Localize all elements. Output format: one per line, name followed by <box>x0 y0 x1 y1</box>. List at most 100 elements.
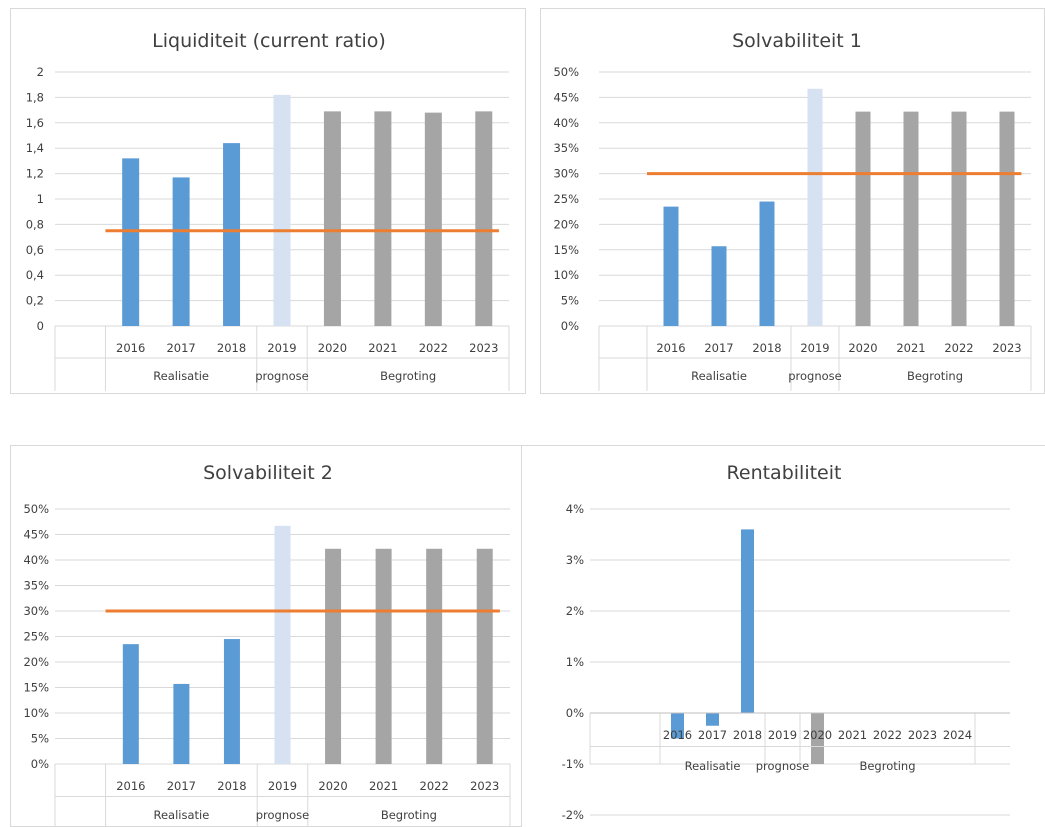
y-tick-label: 3% <box>566 553 584 567</box>
chart-title: Liquiditeit (current ratio) <box>152 30 386 52</box>
y-tick-label: 40% <box>23 553 49 567</box>
x-group-label: Begroting <box>381 808 437 822</box>
bar-2021 <box>375 548 392 764</box>
chart-svg: Solvabiliteit 1 0% 5% 10% 15% 20% 25% 30% 35% 40%… <box>553 30 1032 391</box>
y-tick-label: 50% <box>553 65 579 79</box>
y-tick-label: 0% <box>31 757 49 771</box>
bar-2019 <box>274 525 291 764</box>
x-tick-label: 2016 <box>656 341 685 355</box>
y-tick-label: 1 <box>37 192 44 206</box>
x-group-label: Realisatie <box>691 369 747 383</box>
x-group-label: Realisatie <box>153 808 209 822</box>
x-group-label: Begroting <box>907 369 963 383</box>
x-tick-label: 2018 <box>217 779 246 793</box>
x-group-label: Realisatie <box>153 369 209 383</box>
y-tick-label: 5% <box>31 732 49 746</box>
y-tick-label: 5% <box>561 294 579 308</box>
y-tick-label: 0,4 <box>26 268 44 282</box>
y-tick-label: 1,8 <box>26 90 44 104</box>
x-tick-label: 2018 <box>217 341 246 355</box>
chart-title: Rentabiliteit <box>727 462 842 484</box>
x-group-label: Begroting <box>380 369 436 383</box>
x-tick-label: 2019 <box>800 341 829 355</box>
bar-2018 <box>223 639 240 764</box>
y-tick-label: 20% <box>23 655 49 669</box>
bar-2019 <box>807 88 823 326</box>
bar-2023 <box>999 111 1015 327</box>
bar-2022 <box>951 111 967 327</box>
x-tick-label: 2017 <box>167 779 196 793</box>
bar-2020 <box>855 111 871 327</box>
bar-2017 <box>706 713 719 726</box>
x-tick-label: 2020 <box>318 779 347 793</box>
x-tick-label: 2020 <box>848 341 877 355</box>
bar-2016 <box>122 158 140 326</box>
bar-2023 <box>475 111 493 327</box>
x-tick-label: 2021 <box>368 341 397 355</box>
x-tick-label: 2018 <box>752 341 781 355</box>
x-tick-label: 2023 <box>908 728 937 742</box>
chart-svg: Solvabiliteit 2 0% 5% 10% 15% 20% 25% 30% 35% 40%… <box>23 462 511 826</box>
x-tick-label: 2017 <box>698 728 727 742</box>
chart-panel-solvabiliteit-2: Solvabiliteit 2 0% 5% 10% 15% 20% 25% 30% 35% 40%… <box>10 445 524 827</box>
y-tick-label: 0% <box>561 319 579 333</box>
bar-2016 <box>671 713 684 739</box>
x-tick-label: 2021 <box>369 779 398 793</box>
x-group-label: prognose <box>256 808 310 822</box>
y-tick-label: 30% <box>553 167 579 181</box>
x-tick-label: 2022 <box>419 341 448 355</box>
x-tick-label: 2016 <box>663 728 692 742</box>
x-tick-label: 2016 <box>116 779 145 793</box>
x-tick-label: 2017 <box>166 341 195 355</box>
bar-2018 <box>223 143 241 326</box>
bar-2017 <box>711 246 727 326</box>
chart-svg: Rentabiliteit -2% -1% 0% 1% 2% 3% 4% 2016 2017 201… <box>562 462 1010 822</box>
x-group-label: Begroting <box>859 759 915 773</box>
y-tick-label: 15% <box>553 243 579 257</box>
x-tick-label: 2019 <box>768 728 797 742</box>
y-tick-label: 40% <box>553 116 579 130</box>
chart-title: Solvabiliteit 1 <box>732 30 862 52</box>
x-tick-label: 2018 <box>733 728 762 742</box>
y-tick-label: 25% <box>23 630 49 644</box>
x-tick-label: 2016 <box>116 341 145 355</box>
bar-2017 <box>173 683 190 764</box>
chart-panel-solvabiliteit-1: Solvabiliteit 1 0% 5% 10% 15% 20% 25% 30% 35% 40%… <box>540 8 1045 394</box>
y-tick-label: 30% <box>23 604 49 618</box>
x-tick-label: 2020 <box>318 341 347 355</box>
x-tick-label: 2022 <box>420 779 449 793</box>
y-tick-label: 50% <box>23 502 49 516</box>
x-tick-label: 2023 <box>469 341 498 355</box>
bar-2016 <box>663 206 679 326</box>
x-tick-label: 2022 <box>944 341 973 355</box>
bar-2017 <box>172 177 190 326</box>
x-tick-label: 2020 <box>803 728 832 742</box>
y-tick-label: 0% <box>566 706 584 720</box>
y-tick-label: 1% <box>566 655 584 669</box>
bar-2022 <box>426 548 443 764</box>
y-tick-label: 45% <box>23 528 49 542</box>
bar-2016 <box>122 644 139 764</box>
y-tick-label: 1,6 <box>26 116 44 130</box>
y-tick-label: 20% <box>553 217 579 231</box>
y-tick-label: 0,2 <box>26 294 44 308</box>
y-tick-label: -1% <box>562 757 584 771</box>
x-group-label: prognose <box>756 759 810 773</box>
y-tick-label: 2 <box>37 65 44 79</box>
y-tick-label: 35% <box>553 141 579 155</box>
bar-2019 <box>273 94 291 326</box>
chart-title: Solvabiliteit 2 <box>203 462 333 484</box>
x-tick-label: 2021 <box>838 728 867 742</box>
chart-svg: Liquiditeit (current ratio) 0 0,2 0,4 0,6 0,8… <box>26 30 510 391</box>
x-tick-label: 2022 <box>873 728 902 742</box>
y-tick-label: 25% <box>553 192 579 206</box>
chart-panel-rentabiliteit: Rentabiliteit -2% -1% 0% 1% 2% 3% 4% 2016 2017 201… <box>521 445 1045 827</box>
chart-panel-liquiditeit: Liquiditeit (current ratio) 0 0,2 0,4 0,6 0,8… <box>10 8 526 394</box>
x-group-label: Realisatie <box>685 759 741 773</box>
y-tick-label: 0,8 <box>26 217 44 231</box>
y-tick-label: -2% <box>562 808 584 822</box>
x-tick-label: 2019 <box>267 341 296 355</box>
y-tick-label: 15% <box>23 681 49 695</box>
y-tick-label: 10% <box>23 706 49 720</box>
x-tick-label: 2021 <box>896 341 925 355</box>
